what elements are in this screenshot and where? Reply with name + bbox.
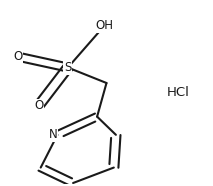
- Text: S: S: [64, 61, 72, 74]
- Text: O: O: [13, 50, 22, 63]
- Text: O: O: [34, 99, 43, 112]
- Text: OH: OH: [95, 19, 113, 32]
- Text: HCl: HCl: [167, 86, 190, 100]
- Text: N: N: [49, 128, 58, 141]
